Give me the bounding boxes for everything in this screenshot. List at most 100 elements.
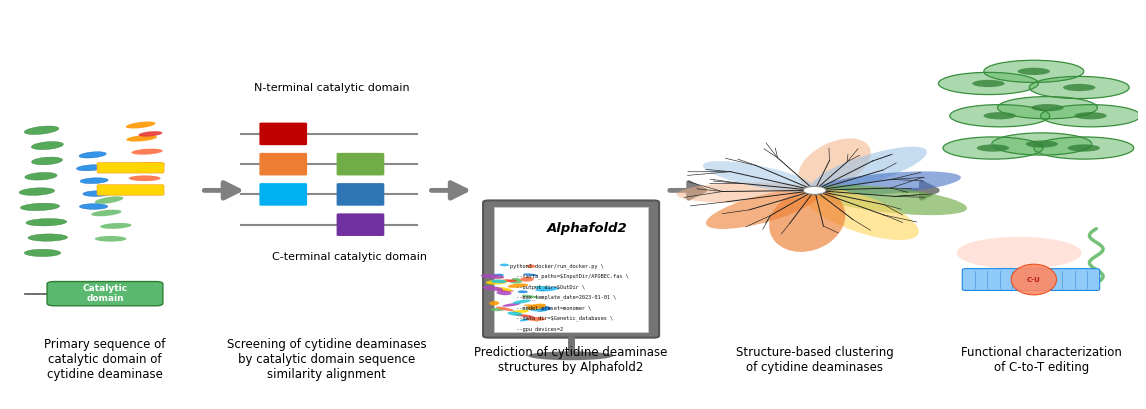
Ellipse shape — [510, 279, 523, 283]
FancyBboxPatch shape — [337, 153, 384, 175]
Ellipse shape — [496, 289, 513, 292]
Ellipse shape — [80, 178, 108, 184]
Text: N-terminal catalytic domain: N-terminal catalytic domain — [254, 83, 410, 92]
Ellipse shape — [515, 314, 534, 317]
Ellipse shape — [95, 196, 124, 204]
Ellipse shape — [706, 189, 819, 229]
Ellipse shape — [500, 280, 510, 283]
Ellipse shape — [79, 204, 108, 209]
FancyBboxPatch shape — [97, 162, 164, 173]
Ellipse shape — [128, 175, 160, 181]
Text: --max_template_date=2023-01-01 \: --max_template_date=2023-01-01 \ — [510, 294, 617, 300]
Ellipse shape — [520, 277, 534, 282]
Ellipse shape — [492, 276, 504, 279]
Ellipse shape — [528, 351, 613, 360]
Ellipse shape — [984, 60, 1084, 83]
FancyBboxPatch shape — [337, 183, 384, 206]
Ellipse shape — [811, 185, 967, 215]
Ellipse shape — [769, 189, 846, 252]
Ellipse shape — [24, 126, 58, 135]
Ellipse shape — [1018, 68, 1050, 75]
Ellipse shape — [21, 203, 60, 211]
Ellipse shape — [139, 131, 163, 137]
Text: Primary sequence of
catalytic domain of
cytidine deaminase: Primary sequence of catalytic domain of … — [45, 338, 166, 381]
Ellipse shape — [811, 147, 927, 191]
Ellipse shape — [518, 290, 528, 293]
Ellipse shape — [950, 105, 1050, 127]
Ellipse shape — [1034, 137, 1133, 159]
Ellipse shape — [32, 157, 63, 165]
Ellipse shape — [1075, 112, 1107, 119]
Ellipse shape — [939, 72, 1038, 94]
Ellipse shape — [83, 191, 111, 196]
Ellipse shape — [817, 171, 960, 195]
Circle shape — [803, 187, 826, 194]
Ellipse shape — [526, 306, 547, 312]
Text: --gpu_devices=2: --gpu_devices=2 — [510, 326, 564, 332]
Ellipse shape — [132, 148, 163, 155]
Ellipse shape — [512, 310, 529, 313]
Text: --model_preset=monomer \: --model_preset=monomer \ — [510, 305, 591, 310]
Ellipse shape — [512, 299, 531, 304]
Ellipse shape — [1031, 104, 1063, 111]
Text: Screening of cytidine deaminases
by catalytic domain sequence
similarity alignme: Screening of cytidine deaminases by cata… — [227, 338, 426, 381]
Ellipse shape — [77, 165, 104, 171]
Ellipse shape — [489, 301, 500, 306]
Ellipse shape — [496, 307, 515, 311]
Ellipse shape — [983, 112, 1015, 119]
Text: --output_dir=$OutDir \: --output_dir=$OutDir \ — [510, 284, 586, 290]
Ellipse shape — [702, 161, 815, 192]
Ellipse shape — [496, 287, 512, 291]
Ellipse shape — [508, 312, 523, 316]
Ellipse shape — [511, 278, 520, 281]
Ellipse shape — [524, 304, 537, 307]
Text: python3 docker/run_docker.py \: python3 docker/run_docker.py \ — [510, 263, 604, 269]
Ellipse shape — [502, 303, 520, 307]
FancyBboxPatch shape — [337, 213, 384, 236]
Text: Alphafold2: Alphafold2 — [547, 222, 628, 235]
Ellipse shape — [526, 317, 545, 321]
Ellipse shape — [972, 80, 1005, 87]
Ellipse shape — [100, 223, 132, 229]
Ellipse shape — [126, 121, 156, 128]
Ellipse shape — [521, 295, 539, 298]
Ellipse shape — [943, 137, 1043, 159]
Text: C-terminal catalytic domain: C-terminal catalytic domain — [272, 252, 426, 262]
Ellipse shape — [1068, 144, 1100, 152]
Ellipse shape — [126, 135, 157, 142]
Ellipse shape — [991, 133, 1092, 155]
FancyBboxPatch shape — [484, 200, 659, 338]
Ellipse shape — [133, 162, 165, 168]
Text: C-U: C-U — [1027, 276, 1041, 283]
Ellipse shape — [481, 274, 504, 279]
Ellipse shape — [535, 287, 559, 292]
FancyBboxPatch shape — [259, 183, 307, 206]
FancyBboxPatch shape — [259, 123, 307, 145]
Ellipse shape — [31, 142, 63, 150]
FancyBboxPatch shape — [494, 207, 647, 333]
Ellipse shape — [490, 280, 507, 283]
Ellipse shape — [79, 152, 107, 158]
Ellipse shape — [526, 265, 535, 268]
Ellipse shape — [1011, 264, 1057, 295]
Ellipse shape — [524, 273, 537, 276]
Ellipse shape — [490, 308, 504, 311]
Ellipse shape — [997, 97, 1098, 119]
Ellipse shape — [1029, 76, 1129, 99]
Ellipse shape — [976, 144, 1010, 152]
Text: Structure-based clustering
of cytidine deaminases: Structure-based clustering of cytidine d… — [736, 346, 894, 374]
FancyBboxPatch shape — [963, 269, 1100, 290]
Text: Functional characterization
of C-to-T editing: Functional characterization of C-to-T ed… — [961, 346, 1122, 374]
FancyBboxPatch shape — [259, 153, 307, 175]
Ellipse shape — [92, 210, 121, 216]
Ellipse shape — [804, 188, 919, 240]
Ellipse shape — [496, 290, 511, 295]
Ellipse shape — [25, 173, 57, 180]
Ellipse shape — [95, 236, 126, 242]
Ellipse shape — [500, 263, 509, 266]
FancyBboxPatch shape — [97, 185, 164, 195]
Ellipse shape — [486, 280, 508, 285]
FancyBboxPatch shape — [47, 281, 163, 306]
Ellipse shape — [520, 318, 533, 321]
Ellipse shape — [482, 286, 503, 291]
